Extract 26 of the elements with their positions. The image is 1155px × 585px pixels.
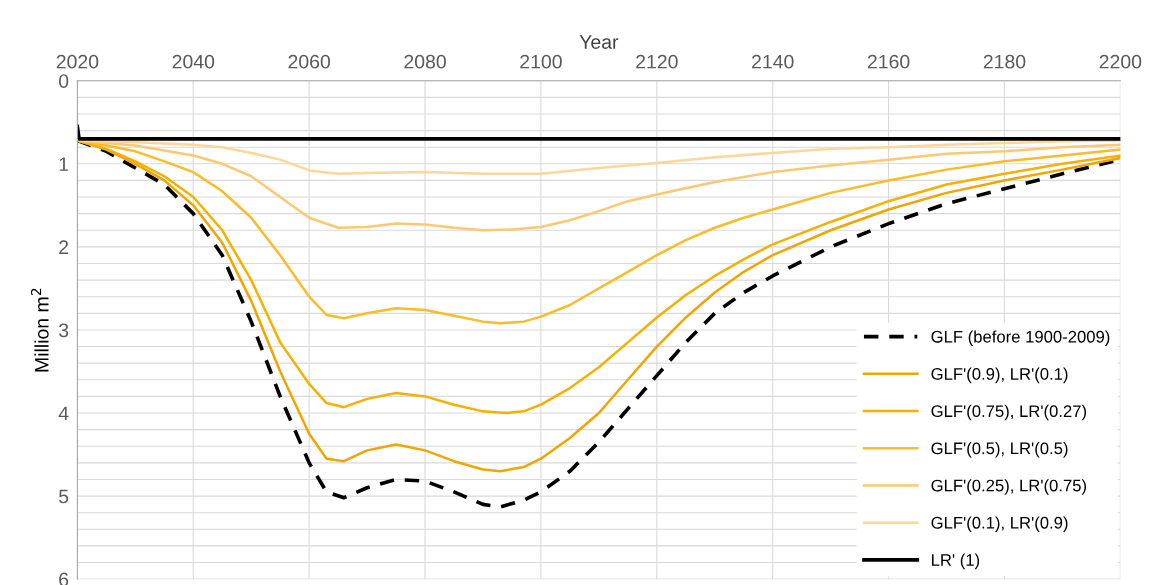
y-axis-title: Million m$^{2}$ xyxy=(30,288,49,372)
x-tick-label: 2160 xyxy=(867,54,910,69)
legend-label: GLF'(0.75), LR'(0.27) xyxy=(931,404,1087,421)
x-tick-label: 2020 xyxy=(56,54,99,69)
x-tick-label: 2200 xyxy=(1099,54,1142,69)
y-tick-label: 4 xyxy=(58,406,69,421)
x-tick-label: 2060 xyxy=(288,54,331,69)
legend-label: GLF'(0.1), LR'(0.9) xyxy=(931,516,1068,532)
y-tick-label: 0 xyxy=(59,74,69,88)
x-tick-label: 2100 xyxy=(520,54,562,69)
legend-label: GLF'(0.25), LR'(0.75) xyxy=(931,479,1087,495)
x-tick-label: 2120 xyxy=(636,54,678,69)
y-tick-label: 1 xyxy=(59,157,69,171)
legend-label: GLF'(0.5), LR'(0.5) xyxy=(931,442,1068,458)
legend-label: GLF (before 1900-2009) xyxy=(931,330,1110,346)
legend-label: LR' (1) xyxy=(932,553,980,570)
legend-label: GLF'(0.9), LR'(0.1) xyxy=(931,367,1068,384)
x-tick-label: 2140 xyxy=(752,54,794,69)
x-tick-label: 2040 xyxy=(172,54,215,69)
y-tick-label: 3 xyxy=(58,323,69,338)
line-series xyxy=(77,139,1121,176)
y-tick-label: 5 xyxy=(59,489,69,504)
x-axis-title: Year xyxy=(579,35,619,49)
x-tick-label: 2080 xyxy=(404,54,446,69)
x-tick-label: 2180 xyxy=(983,54,1026,69)
y-tick-label: 2 xyxy=(59,240,69,254)
